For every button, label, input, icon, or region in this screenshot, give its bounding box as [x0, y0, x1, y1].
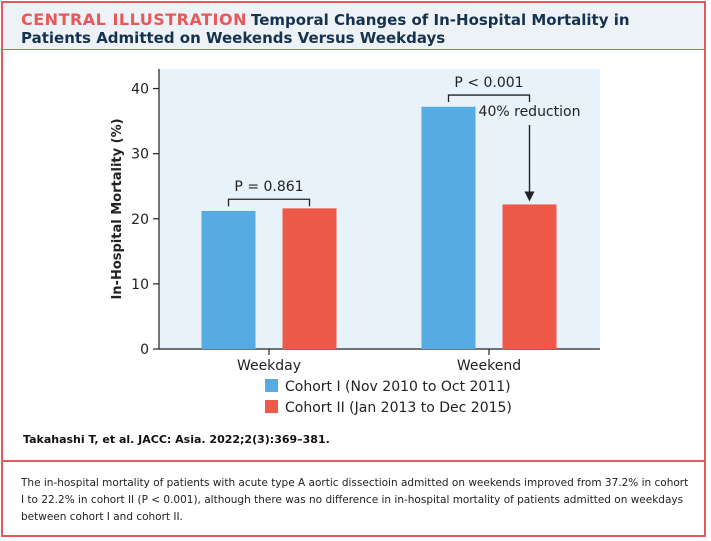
citation: Takahashi T, et al. JACC: Asia. 2022;2(3… [23, 433, 330, 446]
reduction-label: 40% reduction [479, 104, 581, 120]
page-title: CENTRAL ILLUSTRATION Temporal Changes of … [21, 10, 701, 48]
y-tick-label: 10 [131, 277, 149, 293]
header-rule [3, 49, 704, 50]
significance-bracket [447, 94, 531, 103]
title-text: Temporal Changes of In-Hospital Mortalit… [21, 11, 630, 47]
bar [201, 210, 256, 349]
bar [502, 204, 557, 349]
divider [3, 460, 704, 462]
legend-swatch [265, 379, 278, 392]
p-value-label: P = 0.861 [234, 179, 303, 195]
y-tick-label: 20 [131, 212, 149, 228]
header: CENTRAL ILLUSTRATION Temporal Changes of … [3, 3, 704, 49]
legend-label: Cohort II (Jan 2013 to Dec 2015) [285, 400, 512, 416]
legend-swatch [265, 400, 278, 413]
bar [282, 208, 337, 349]
x-tick-label: Weekend [457, 358, 521, 374]
legend-label: Cohort I (Nov 2010 to Oct 2011) [285, 379, 511, 395]
caption: The in-hospital mortality of patients wi… [21, 477, 689, 523]
illustration-tag: CENTRAL ILLUSTRATION [21, 10, 247, 29]
y-tick-label: 40 [131, 82, 149, 98]
y-tick-label: 30 [131, 147, 149, 163]
y-tick-label: 0 [140, 342, 149, 358]
significance-bracket [227, 198, 311, 207]
p-value-label: P < 0.001 [454, 75, 523, 91]
bar-chart: 0 10 20 30 40 In-Hospital Mortality (%) Weekda… [110, 69, 600, 416]
x-tick-label: Weekday [237, 358, 301, 374]
y-axis-label: In-Hospital Mortality (%) [110, 118, 125, 299]
bar [421, 106, 476, 349]
reduction-arrowhead [524, 191, 535, 202]
